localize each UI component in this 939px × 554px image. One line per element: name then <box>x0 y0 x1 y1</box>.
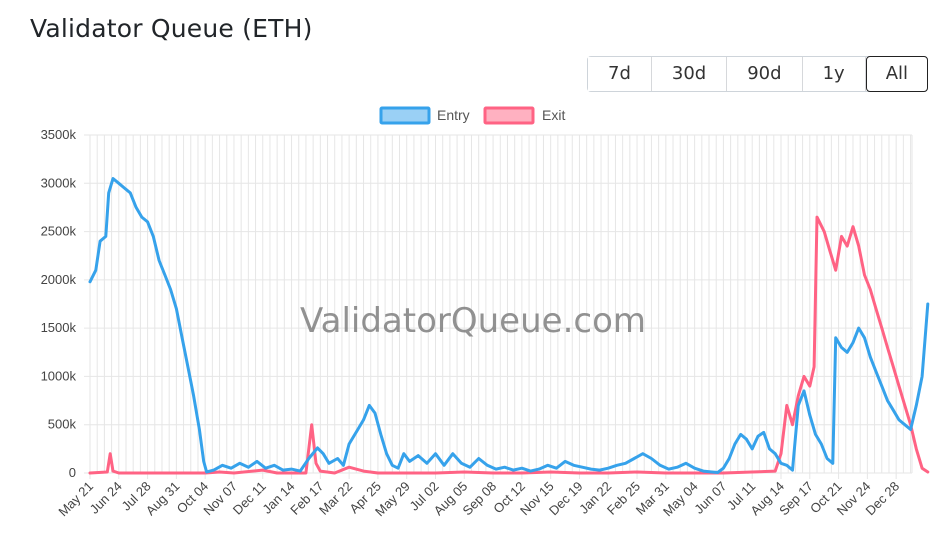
y-tick-label: 2000k <box>41 272 77 287</box>
chart-grid <box>84 134 913 479</box>
chart-legend: Entry Exit <box>379 106 565 125</box>
y-tick-label: 3500k <box>41 127 77 142</box>
y-tick-label: 1500k <box>41 320 77 335</box>
chart-series <box>88 177 930 475</box>
y-tick-label: 1000k <box>41 368 77 383</box>
y-axis-labels: 0 500k 1000k 1500k 2000k 2500k 3000k 3500k <box>41 127 77 480</box>
exit-series-line <box>88 215 930 475</box>
y-tick-label: 0 <box>69 465 76 480</box>
validator-queue-chart: 0 500k 1000k 1500k 2000k 2500k 3000k 3500k May … <box>41 106 930 520</box>
x-tick-label: Jun 07 <box>691 479 729 517</box>
y-tick-label: 3000k <box>41 175 77 190</box>
y-tick-label: 2500k <box>41 224 77 239</box>
range-button-1y[interactable]: 1y <box>802 57 866 91</box>
x-tick-label: Dec 11 <box>230 479 269 518</box>
entry-series-line <box>88 177 930 474</box>
legend-entry-swatch[interactable] <box>379 106 431 125</box>
page-title: Validator Queue (ETH) <box>30 14 313 43</box>
legend-exit-label[interactable]: Exit <box>542 107 565 123</box>
legend-entry-label[interactable]: Entry <box>437 107 470 123</box>
range-button-90d[interactable]: 90d <box>727 57 803 91</box>
x-tick-label: May 21 <box>55 479 96 520</box>
range-button-all[interactable]: All <box>865 56 929 92</box>
y-tick-label: 500k <box>48 417 77 432</box>
x-tick-label: Mar 22 <box>316 479 355 518</box>
time-range-selector: 7d 30d 90d 1y All <box>587 56 929 92</box>
range-button-30d[interactable]: 30d <box>651 57 728 91</box>
x-tick-label: Jun 24 <box>87 479 125 517</box>
watermark-text: ValidatorQueue.com <box>300 301 646 341</box>
legend-exit-swatch[interactable] <box>483 106 535 125</box>
range-button-7d[interactable]: 7d <box>588 57 652 91</box>
